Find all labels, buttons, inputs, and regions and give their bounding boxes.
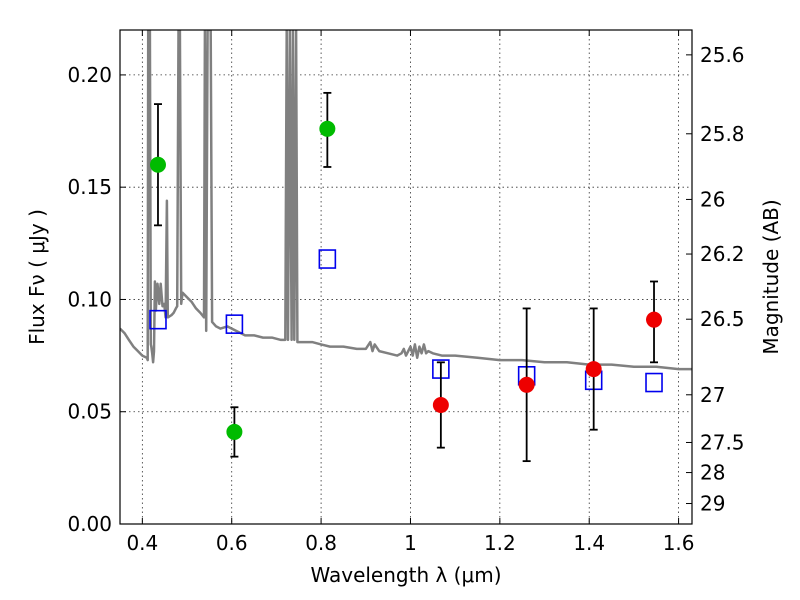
photometry-point bbox=[432, 396, 449, 413]
photometry-point bbox=[518, 376, 535, 393]
photometry-point bbox=[149, 156, 166, 173]
model-flux-square bbox=[645, 372, 663, 393]
y-tick-label: 0.20 bbox=[67, 63, 112, 87]
y-axis-label: Flux Fν ( μJy ) bbox=[25, 209, 49, 345]
photometry-point bbox=[226, 423, 243, 440]
plot-frame bbox=[119, 29, 693, 525]
x-tick-label: 0.4 bbox=[126, 531, 158, 555]
photometry-point bbox=[585, 361, 602, 378]
y-tick-label: 0.00 bbox=[67, 512, 112, 536]
mag-tick-label: 26.5 bbox=[700, 307, 745, 331]
photometry-point bbox=[319, 120, 336, 137]
mag-tick-label: 29 bbox=[700, 492, 725, 516]
mag-tick-label: 28 bbox=[700, 461, 725, 485]
y-tick-label: 0.10 bbox=[67, 287, 112, 311]
y-tick-label: 0.05 bbox=[67, 400, 112, 424]
mag-tick-label: 27 bbox=[700, 383, 725, 407]
mag-tick-label: 26.2 bbox=[700, 242, 745, 266]
x-tick-label: 1.2 bbox=[484, 531, 516, 555]
mag-tick-label: 26 bbox=[700, 187, 725, 211]
x-tick-label: 0.6 bbox=[216, 531, 248, 555]
x-tick-label: 1 bbox=[404, 531, 417, 555]
plot-area bbox=[120, 30, 692, 463]
model-flux-square bbox=[149, 309, 167, 330]
x-tick-label: 0.8 bbox=[305, 531, 337, 555]
y-tick-label: 0.15 bbox=[67, 175, 112, 199]
axes: 0.4 0.6 0.8 1 1.2 1.4 1.6 0.00 0.05 0.10 0.15 0.20 2… bbox=[67, 30, 745, 555]
x-axis-label: Wavelength λ (μm) bbox=[310, 563, 501, 587]
model-spectrum-line bbox=[120, 30, 692, 371]
x-tick-label: 1.6 bbox=[663, 531, 695, 555]
model-flux-square bbox=[318, 249, 337, 269]
y2-axis-label: Magnitude (AB) bbox=[759, 199, 783, 354]
x-tick-label: 1.4 bbox=[573, 531, 605, 555]
mag-tick-label: 27.5 bbox=[700, 430, 745, 454]
model-flux-square bbox=[225, 314, 244, 334]
photometry-point bbox=[646, 311, 663, 328]
mag-tick-label: 25.8 bbox=[700, 122, 745, 146]
mag-tick-label: 25.6 bbox=[700, 43, 745, 67]
